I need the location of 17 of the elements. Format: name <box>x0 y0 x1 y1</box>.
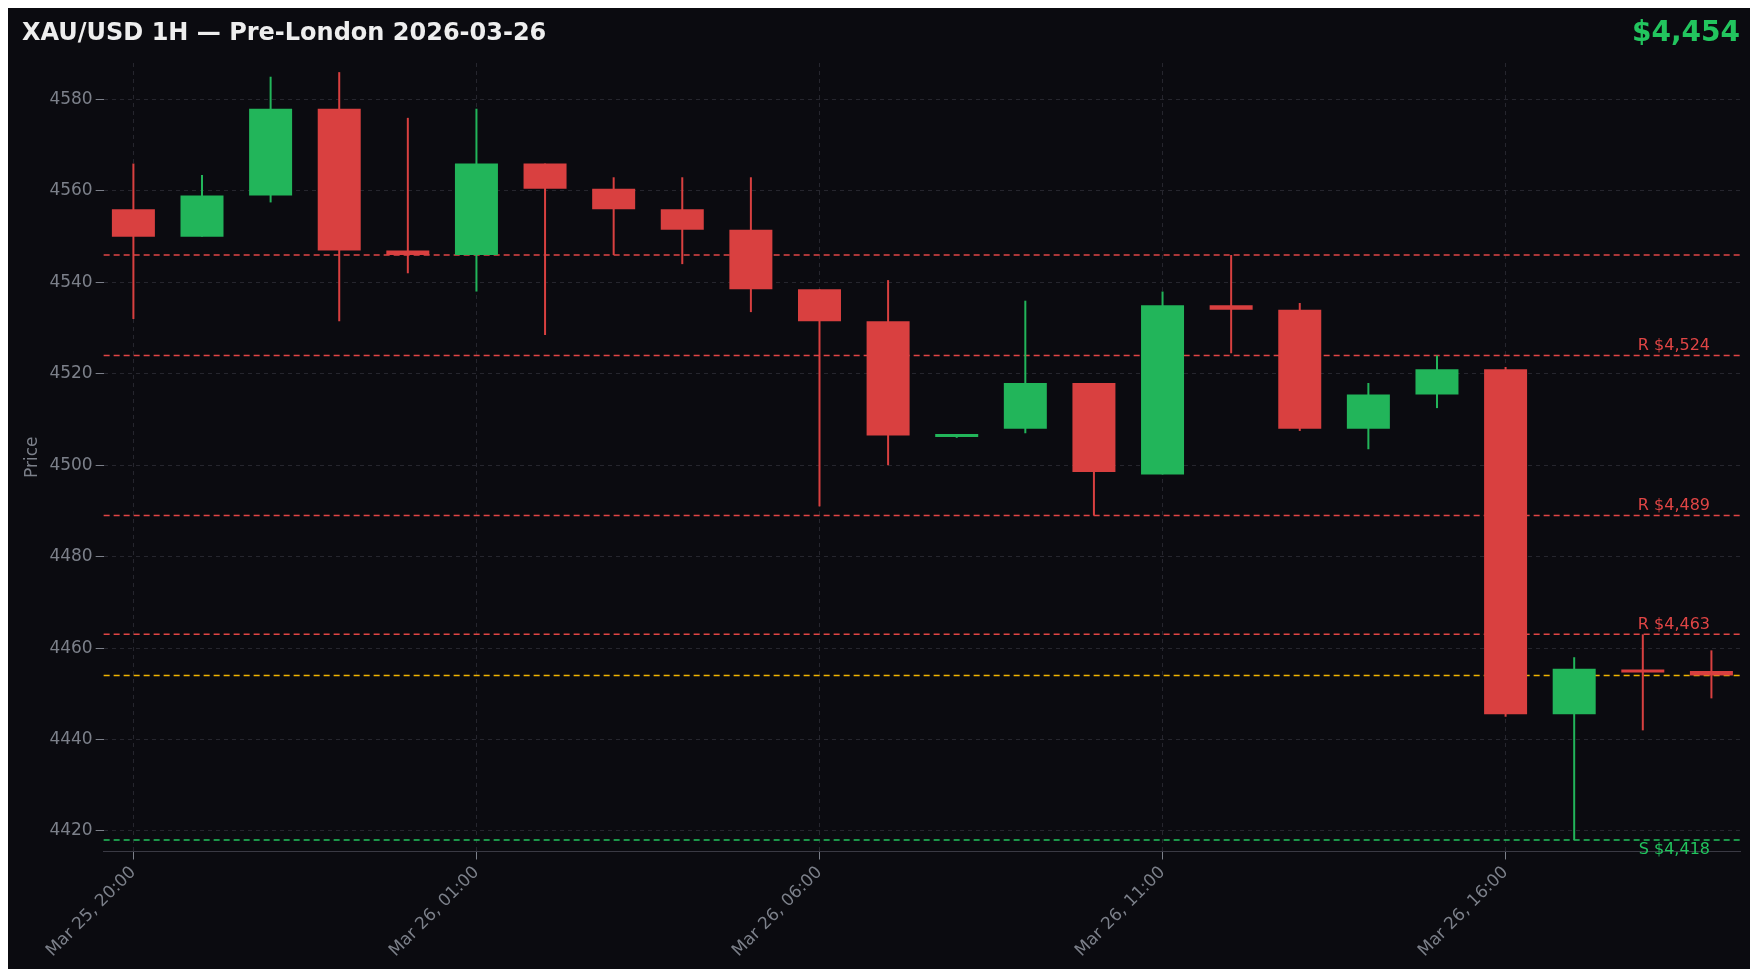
y-tick-label: 4440 <box>49 727 93 748</box>
candlestick <box>1689 649 1733 700</box>
y-tick-label: 4540 <box>49 270 93 291</box>
y-axis-title: Price <box>20 436 41 478</box>
y-tick-label: 4500 <box>49 453 93 474</box>
chart-title: XAU/USD 1H — Pre-London 2026-03-26 <box>22 18 547 47</box>
y-tick-label: 4520 <box>49 362 93 383</box>
ref-line-label: S $4,418 <box>1638 839 1710 859</box>
y-tick-label: 4460 <box>49 636 93 657</box>
ref-line-label: R $4,524 <box>1637 334 1710 354</box>
y-tick-label: 4560 <box>49 179 93 200</box>
ref-line-label: R $4,463 <box>1637 613 1710 633</box>
y-tick-label: 4580 <box>49 87 93 108</box>
ref-line-label: R $4,489 <box>1637 494 1710 514</box>
y-tick-label: 4480 <box>49 545 93 566</box>
text: $4,454 <box>1631 15 1740 49</box>
y-tick-label: 4420 <box>49 819 93 840</box>
